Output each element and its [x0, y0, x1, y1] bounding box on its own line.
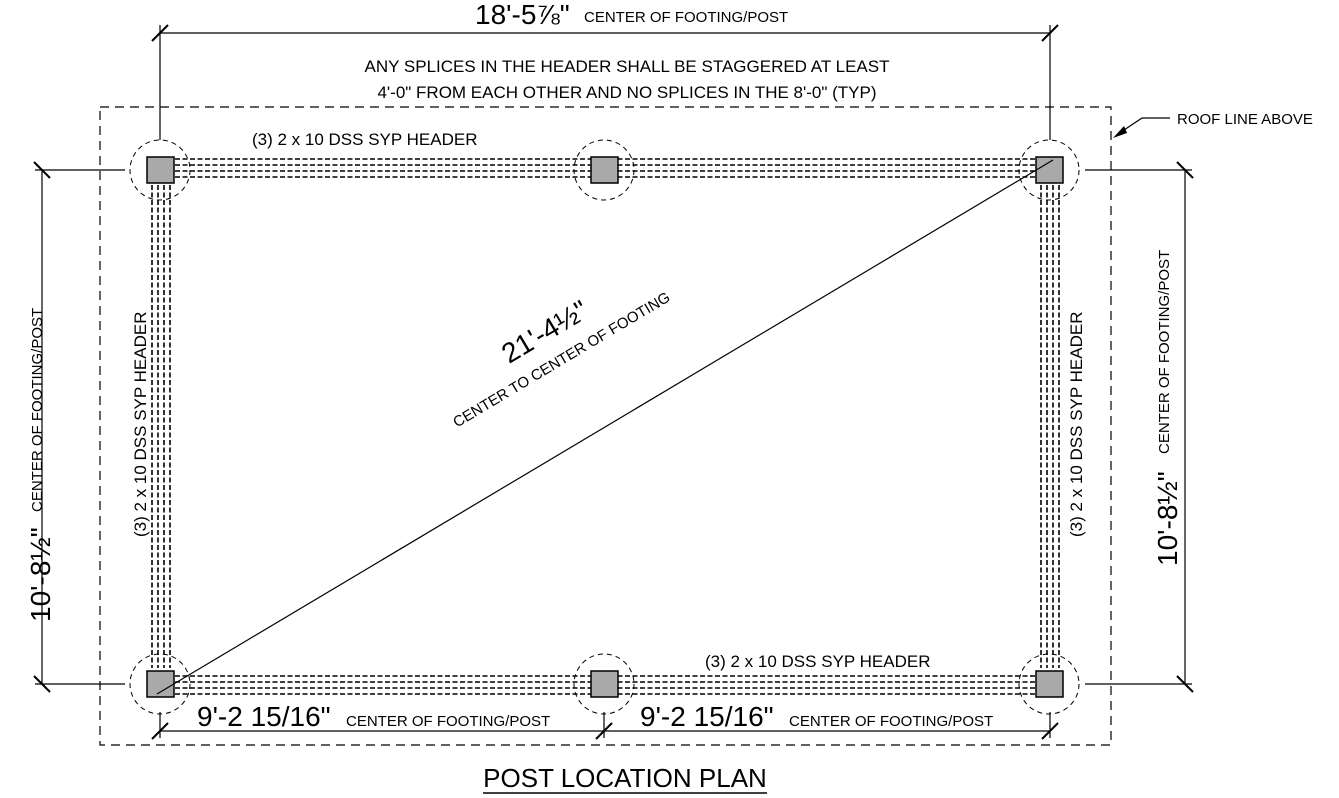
- dim-bottom-right-value: 9'-2 15/16": [640, 701, 774, 732]
- dim-bottom-right-label: CENTER OF FOOTING/POST: [789, 713, 993, 730]
- dim-top-value: 18'-5⅞": [475, 0, 570, 30]
- post-top-left: [146, 156, 175, 184]
- header-right: [1040, 185, 1060, 668]
- roof-line-label: ROOF LINE ABOVE: [1177, 111, 1313, 128]
- header-left-label: (3) 2 x 10 DSS SYP HEADER: [131, 312, 150, 538]
- dim-bottom-left-value: 9'-2 15/16": [197, 701, 331, 732]
- dimension-line-bottom: [151, 712, 1059, 740]
- roof-line-outline: [99, 106, 1112, 746]
- footing-circle-top-right: [1018, 139, 1080, 201]
- dimension-line-top: [151, 24, 1059, 140]
- diagonal-dimension-line: [156, 159, 1054, 695]
- dim-left-label: CENTER OF FOOTING/POST: [29, 308, 46, 512]
- post-bottom-right: [1035, 670, 1064, 698]
- post-top-middle: [590, 156, 619, 184]
- footing-circle-bottom-right: [1018, 653, 1080, 715]
- post-top-right: [1035, 156, 1064, 184]
- post-bottom-middle: [590, 670, 619, 698]
- header-top-label: (3) 2 x 10 DSS SYP HEADER: [252, 130, 478, 149]
- dim-right-label: CENTER OF FOOTING/POST: [1156, 250, 1173, 454]
- footing-circle-top-left: [129, 139, 191, 201]
- splice-note-line1: ANY SPLICES IN THE HEADER SHALL BE STAGG…: [365, 57, 890, 76]
- splice-note-line2: 4'-0" FROM EACH OTHER AND NO SPLICES IN …: [377, 83, 876, 102]
- roof-line-leader: [1117, 117, 1170, 135]
- header-left: [151, 185, 171, 668]
- dimension-line-left: [33, 161, 125, 693]
- dim-right-value: 10'-8½": [1152, 471, 1183, 566]
- dim-top-label: CENTER OF FOOTING/POST: [584, 9, 788, 26]
- roof-line-arrowhead: [1113, 126, 1127, 138]
- post-bottom-left: [146, 670, 175, 698]
- footing-circle-top-middle: [573, 139, 635, 201]
- header-right-label: (3) 2 x 10 DSS SYP HEADER: [1067, 312, 1086, 538]
- dimension-line-right: [1085, 161, 1194, 693]
- plan-title: POST LOCATION PLAN: [483, 763, 767, 793]
- dim-left-value: 10'-8½": [25, 527, 56, 622]
- dim-bottom-left-label: CENTER OF FOOTING/POST: [346, 713, 550, 730]
- header-bottom-label: (3) 2 x 10 DSS SYP HEADER: [705, 652, 931, 671]
